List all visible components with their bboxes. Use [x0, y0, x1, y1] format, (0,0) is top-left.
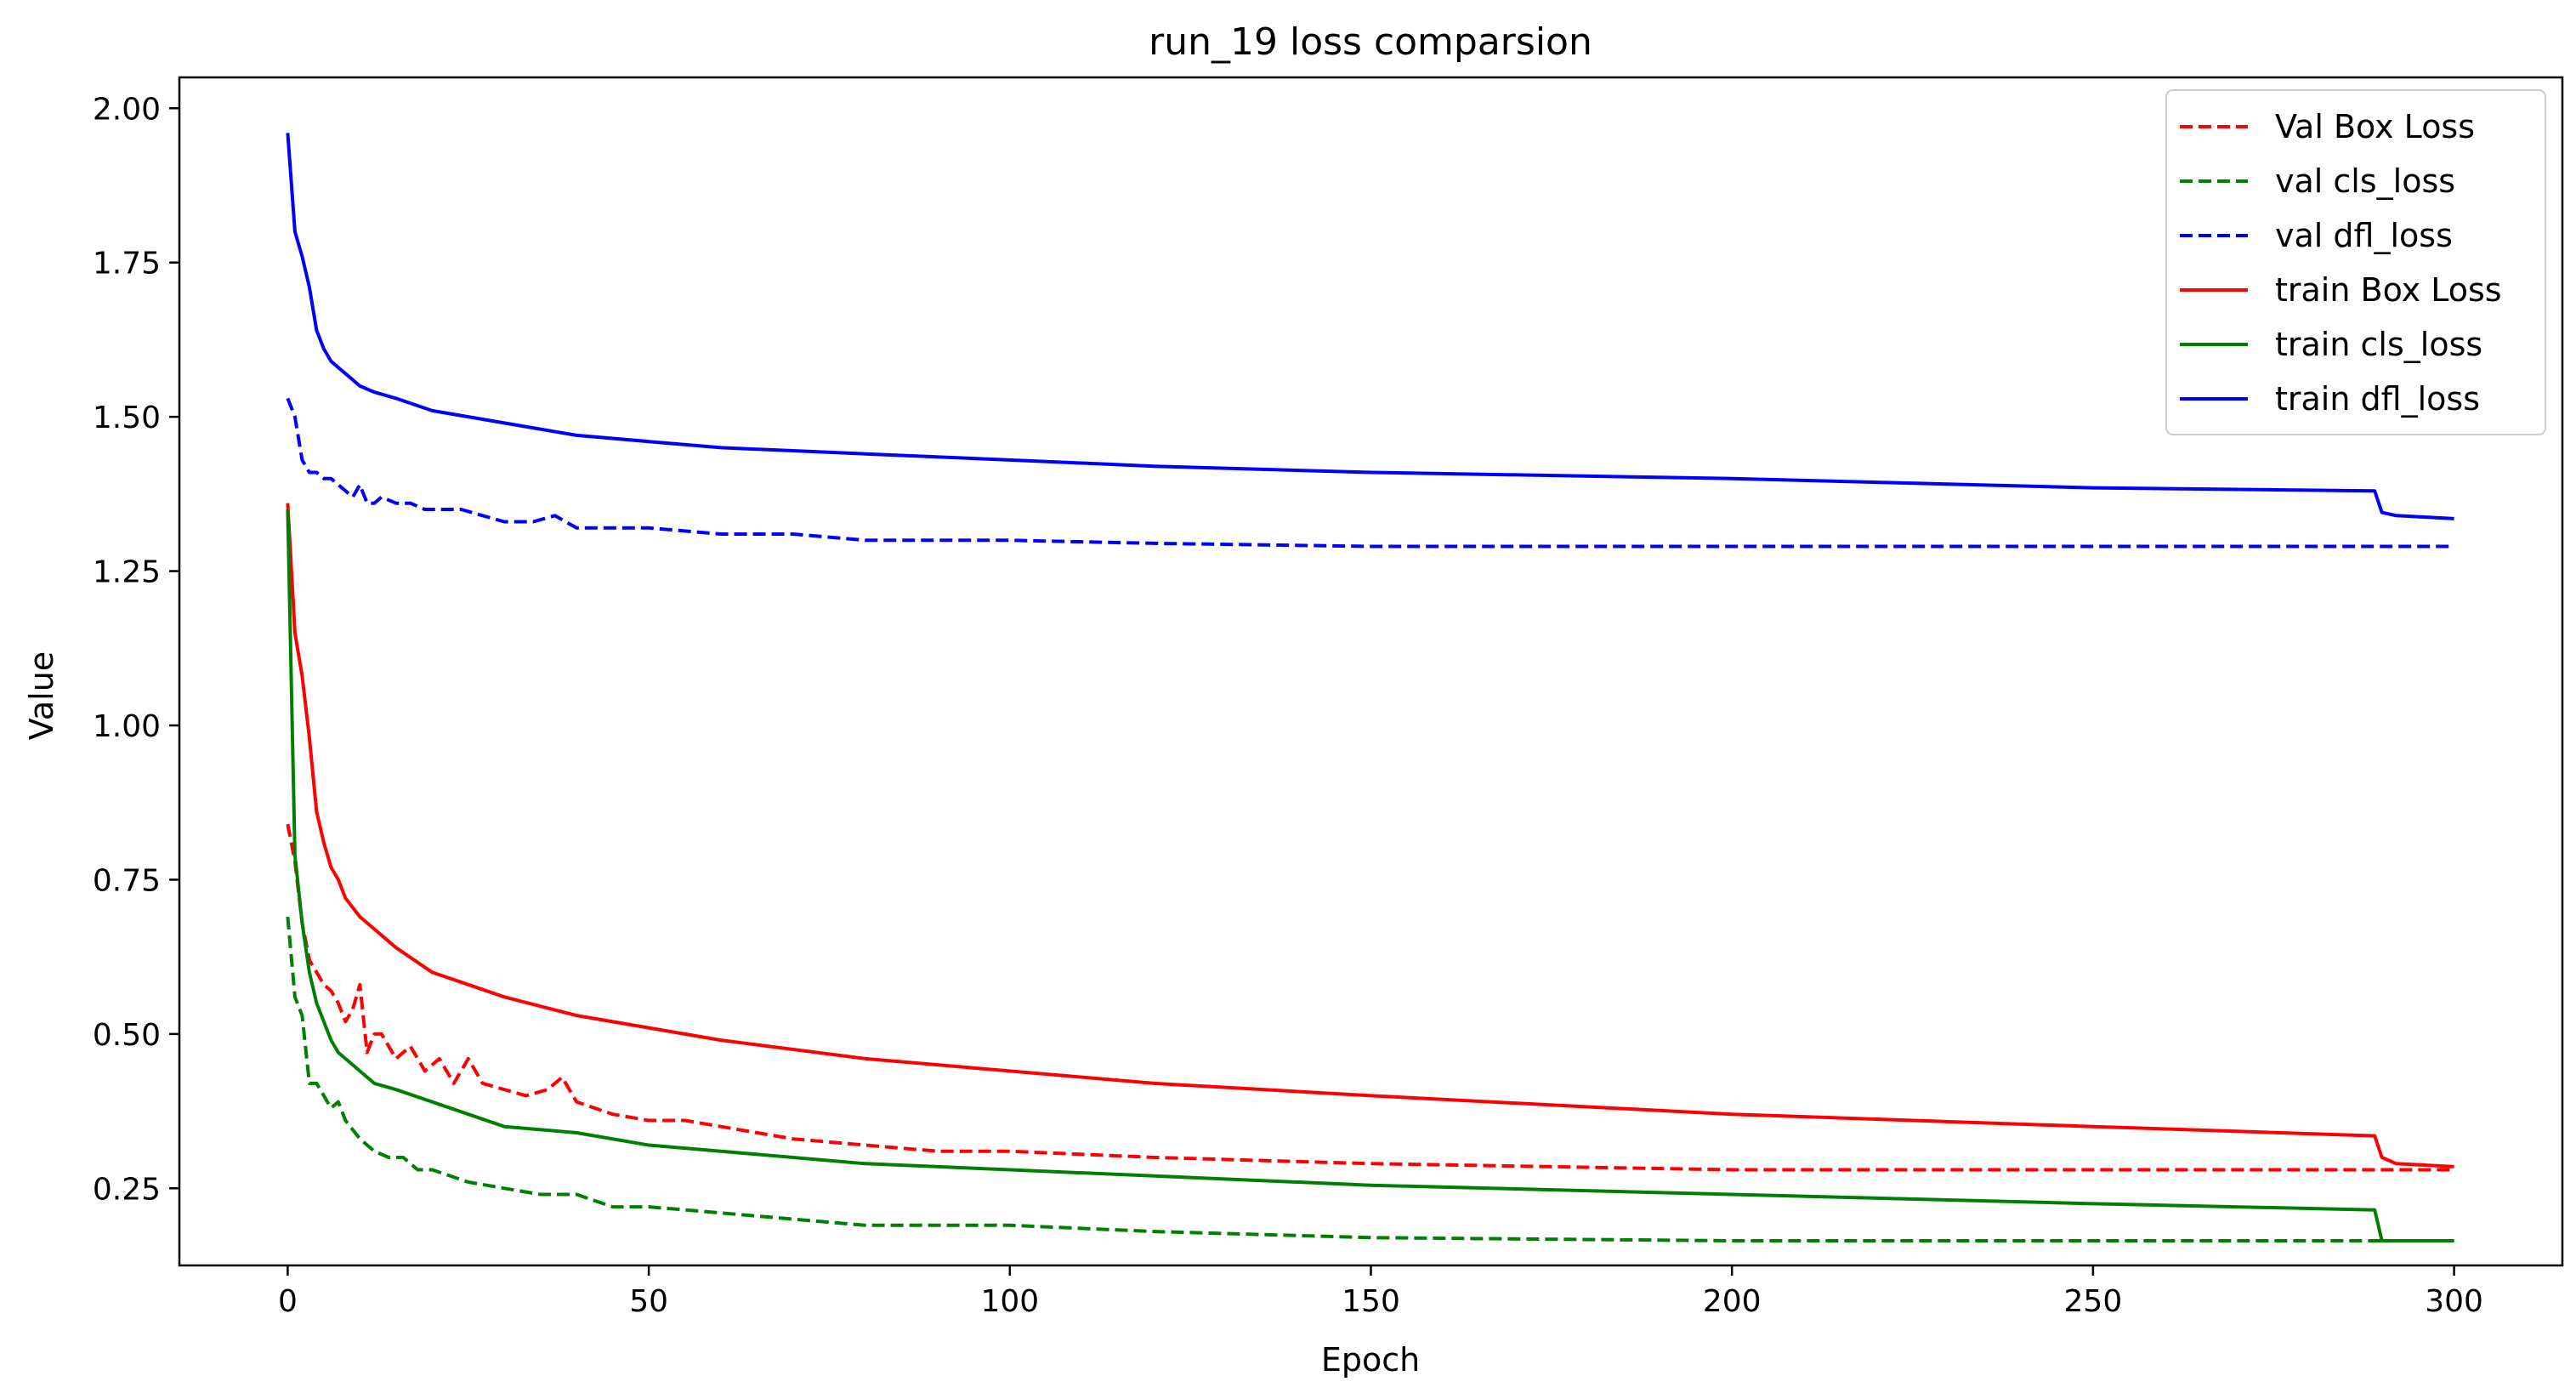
y-tick-label: 0.50 [93, 1018, 161, 1053]
legend-label: val dfl_loss [2275, 217, 2453, 254]
y-axis-label: Value [23, 651, 60, 740]
y-tick-label: 1.50 [93, 401, 161, 435]
x-tick-label: 0 [278, 1284, 298, 1319]
x-axis-label: Epoch [1321, 1341, 1420, 1379]
y-tick-label: 1.75 [93, 247, 161, 281]
chart-title: run_19 loss comparsion [1149, 20, 1592, 64]
x-tick-label: 250 [2064, 1284, 2123, 1319]
legend-label: Val Box Loss [2275, 108, 2475, 145]
ticks-layer: 0 50 100 150 200 250 300 0.25 0.50 0.75 1.00 1.25 1.… [93, 92, 2483, 1319]
legend-box [2165, 89, 2546, 435]
legend-label: train dfl_loss [2275, 380, 2480, 418]
y-tick-label: 1.00 [93, 709, 161, 744]
series-line-4 [286, 503, 2454, 1168]
series-line-2 [286, 916, 2454, 1242]
legend-label: train Box Loss [2275, 271, 2502, 309]
plot-frame [178, 76, 2564, 1267]
y-tick-label: 0.75 [93, 863, 161, 898]
legend-label: train cls_loss [2275, 326, 2482, 363]
x-tick-label: 200 [1703, 1284, 1762, 1319]
x-tick-label: 100 [980, 1284, 1039, 1319]
series-line-1 [286, 823, 2454, 1172]
legend-label: val cls_loss [2275, 162, 2455, 200]
series-line-6 [286, 133, 2454, 520]
series-line-3 [286, 397, 2454, 549]
y-tick-label: 0.25 [93, 1172, 161, 1207]
y-tick-label: 2.00 [93, 92, 161, 127]
series-line-5 [286, 509, 2454, 1242]
y-tick-label: 1.25 [93, 555, 161, 590]
x-tick-label: 300 [2425, 1284, 2483, 1319]
series-layer [286, 133, 2454, 1242]
x-tick-label: 150 [1342, 1284, 1400, 1319]
x-tick-label: 50 [629, 1284, 668, 1319]
